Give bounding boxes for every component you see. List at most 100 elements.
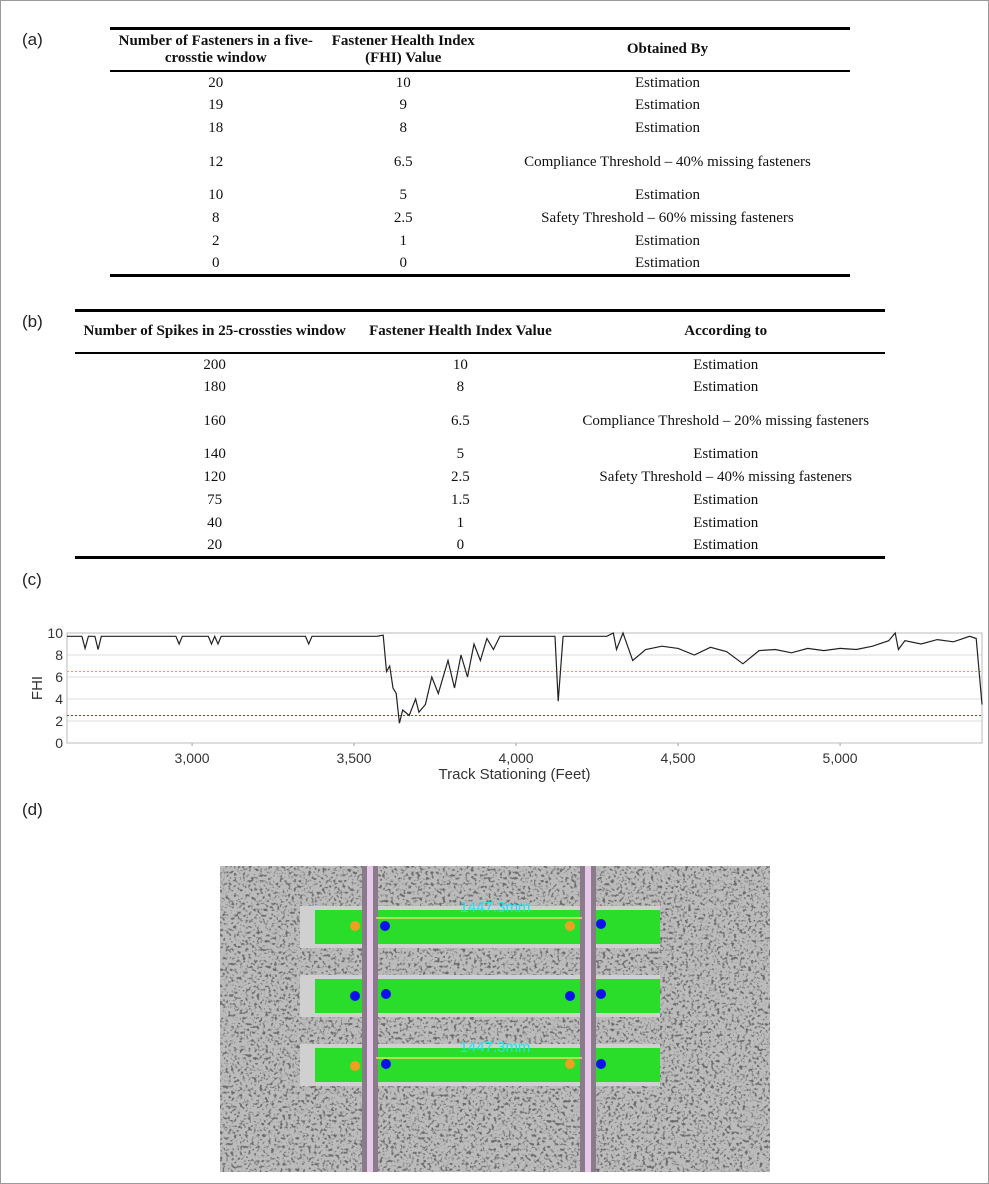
table-cell: 18: [110, 117, 322, 140]
table-cell: 200: [75, 353, 354, 376]
track-image: 1447.3mm 1447.3mm: [220, 866, 770, 1172]
table-cell: Estimation: [566, 535, 885, 558]
header-cell: According to: [566, 311, 885, 353]
y-tick-label: 6: [55, 669, 63, 685]
x-axis-title: Track Stationing (Feet): [439, 766, 591, 783]
table-cell: 140: [75, 443, 354, 466]
fastener: [565, 1059, 575, 1069]
fastener: [350, 1061, 360, 1071]
table-cell: Estimation: [485, 71, 850, 94]
table-cell: 0: [110, 253, 322, 276]
table-cell: 160: [75, 399, 354, 443]
table-cell: 1.5: [354, 489, 566, 512]
table-cell: 20: [110, 71, 322, 94]
table-cell: 9: [322, 94, 485, 117]
fastener: [596, 919, 606, 929]
fastener: [350, 991, 360, 1001]
table-cell: 5: [322, 184, 485, 207]
table-cell: Compliance Threshold – 40% missing faste…: [485, 140, 850, 184]
table-cell: 19: [110, 94, 322, 117]
x-tick-label: 4,000: [499, 750, 534, 766]
table-cell: Safety Threshold – 40% missing fasteners: [566, 466, 885, 489]
fastener: [596, 1059, 606, 1069]
y-tick-label: 10: [47, 625, 63, 641]
fastener: [381, 1059, 391, 1069]
y-tick-label: 8: [55, 647, 63, 663]
table-cell: Safety Threshold – 60% missing fasteners: [485, 207, 850, 230]
table-cell: Estimation: [485, 184, 850, 207]
data-line: [67, 633, 982, 723]
header-cell: Fastener Health Index Value: [354, 311, 566, 353]
table-cell: Estimation: [485, 253, 850, 276]
table-cell: 8: [110, 207, 322, 230]
fastener: [565, 921, 575, 931]
header-cell: Obtained By: [485, 29, 850, 71]
table-cell: Estimation: [485, 230, 850, 253]
table-cell: 0: [322, 253, 485, 276]
fastener: [596, 989, 606, 999]
table-cell: 0: [354, 535, 566, 558]
fastener: [565, 991, 575, 1001]
y-axis-title: FHI: [29, 676, 46, 700]
table-cell: 12: [110, 140, 322, 184]
y-tick-label: 0: [55, 735, 63, 751]
table-cell: 2.5: [354, 466, 566, 489]
table-cell: Estimation: [566, 376, 885, 399]
panel-label: (a): [22, 30, 43, 50]
table-cell: Estimation: [485, 117, 850, 140]
table-cell: Compliance Threshold – 20% missing faste…: [566, 399, 885, 443]
table-cell: 20: [75, 535, 354, 558]
fastener: [350, 921, 360, 931]
header-cell: Number of Spikes in 25-crossties window: [75, 311, 354, 353]
table-cell: 5: [354, 443, 566, 466]
table-row: 1808Estimation: [75, 376, 885, 399]
panel-label: (b): [22, 312, 43, 332]
header-cell: Number of Fasteners in a five-crosstie w…: [110, 29, 322, 71]
table-row: 751.5Estimation: [75, 489, 885, 512]
table-cell: 2: [110, 230, 322, 253]
rail-head: [585, 866, 591, 1172]
measurement: 1447.3mm: [460, 899, 531, 916]
table-cell: 6.5: [354, 399, 566, 443]
table-cell: Estimation: [566, 489, 885, 512]
table-cell: Estimation: [566, 512, 885, 535]
table-cell: 10: [322, 71, 485, 94]
table-cell: Estimation: [566, 443, 885, 466]
table-cell: 2.5: [322, 207, 485, 230]
table-cell: 120: [75, 466, 354, 489]
plot-frame: [67, 633, 982, 743]
x-tick-label: 3,000: [175, 750, 210, 766]
table-head: Number of Fasteners in a five-crosstie w…: [110, 29, 850, 71]
table-cell: Estimation: [566, 353, 885, 376]
table-cell: Estimation: [485, 94, 850, 117]
x-tick-label: 3,500: [337, 750, 372, 766]
x-tick-label: 5,000: [823, 750, 858, 766]
fastener: [381, 989, 391, 999]
table-cell: 1: [322, 230, 485, 253]
table-cell: 10: [110, 184, 322, 207]
table-cell: 40: [75, 512, 354, 535]
table-cell: 1: [354, 512, 566, 535]
measurement: 1447.3mm: [460, 1039, 531, 1056]
table-row: 1405Estimation: [75, 443, 885, 466]
y-tick-label: 2: [55, 713, 63, 729]
table-cell: 8: [322, 117, 485, 140]
x-tick-label: 4,500: [661, 750, 696, 766]
